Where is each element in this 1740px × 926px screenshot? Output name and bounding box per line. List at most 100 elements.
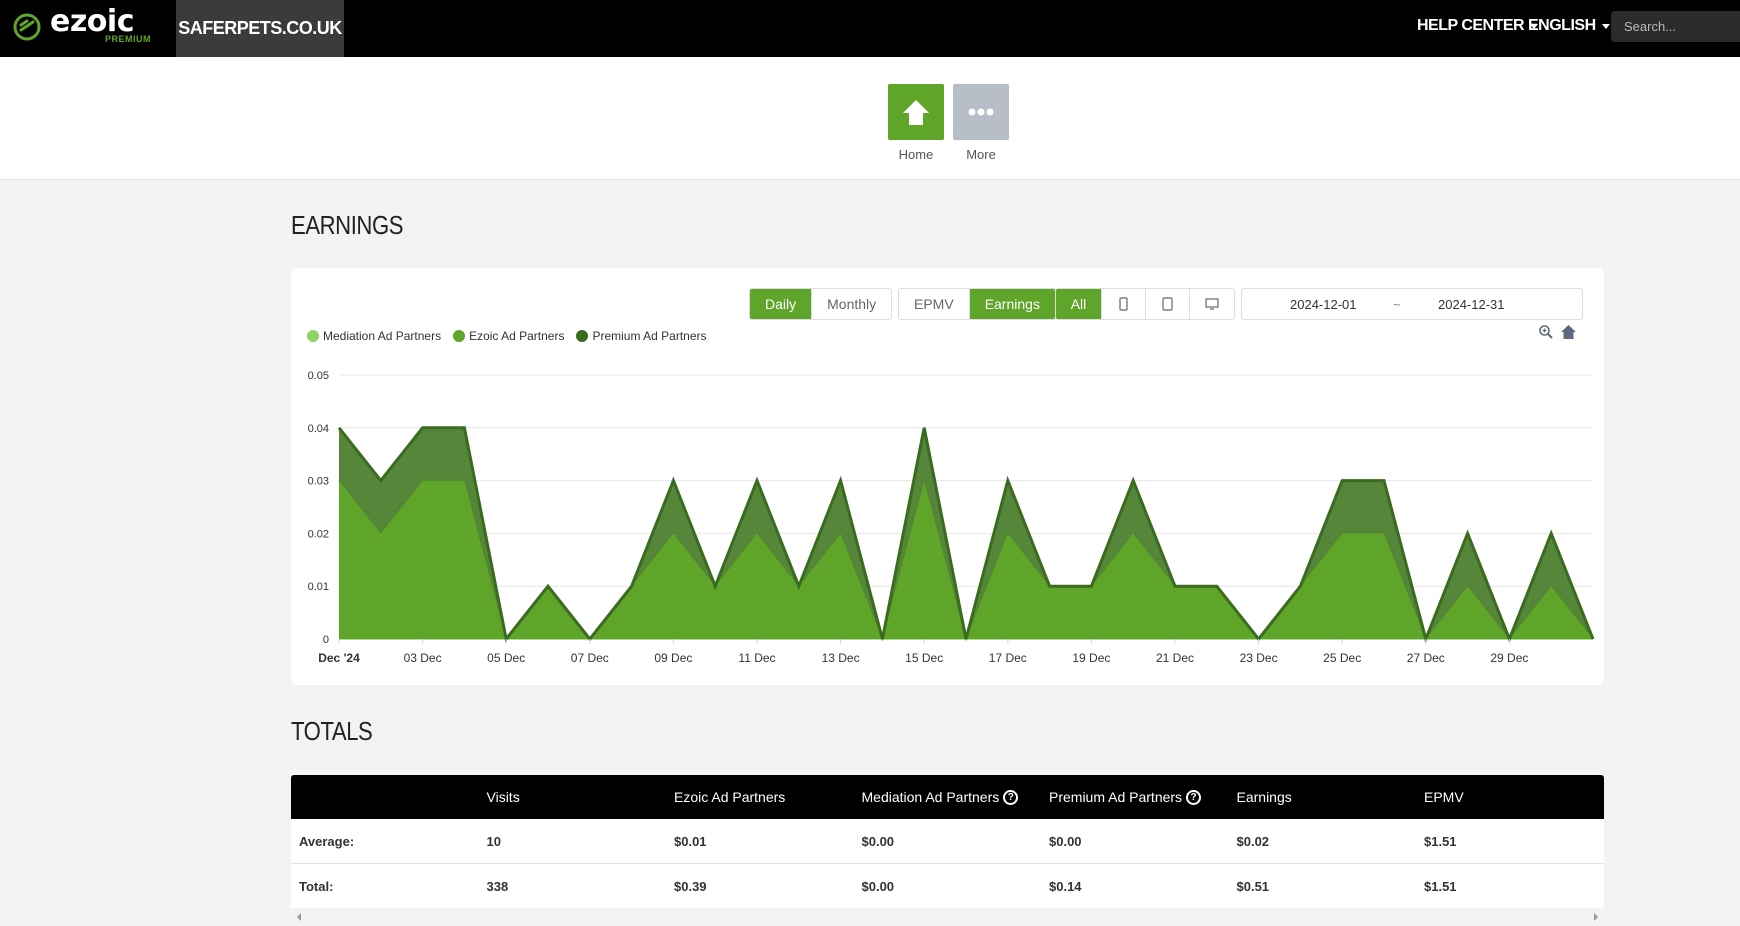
phone-icon <box>1119 297 1128 311</box>
table-row: Average: 10 $0.01 $0.00 $0.00 $0.02 $1.5… <box>291 819 1604 864</box>
x-tick-label: 05 Dec <box>487 651 525 665</box>
period-toggle: Daily Monthly <box>749 288 893 320</box>
site-selector[interactable]: SAFERPETS.CO.UK <box>176 0 344 57</box>
header-label: Ezoic Ad Partners <box>674 789 786 805</box>
logo-premium: PREMIUM <box>105 34 151 44</box>
header-label: Premium Ad Partners <box>1049 789 1183 805</box>
x-tick-label: 13 Dec <box>822 651 860 665</box>
home-icon <box>903 100 929 125</box>
y-tick-label: 0.02 <box>308 528 329 540</box>
home-label: Home <box>898 147 934 162</box>
y-tick-label: 0.04 <box>308 423 329 435</box>
header-cell-premium: Premium Ad Partners? <box>1041 789 1229 805</box>
more-button[interactable] <box>953 84 1009 140</box>
daily-button[interactable]: Daily <box>750 289 813 319</box>
series-line-premium-ad-partners <box>337 426 1595 644</box>
top-navbar: ezoic PREMIUM SAFERPETS.CO.UK HELP CENTE… <box>0 0 1740 57</box>
row-label: Total: <box>299 878 334 894</box>
x-tick-label: 17 Dec <box>989 651 1027 665</box>
scroll-left-icon[interactable] <box>295 912 303 922</box>
table-cell: 338 <box>486 878 509 894</box>
x-tick-label: 21 Dec <box>1156 651 1194 665</box>
help-center-dropdown[interactable]: HELP CENTER <box>1417 17 1539 35</box>
earnings-title: EARNINGS <box>291 210 404 240</box>
earnings-chart: 0 0.01 0.02 0.03 0.04 0.05 Dec '24 03 Dec 05 Dec… <box>308 370 1595 665</box>
y-tick-label: 0.05 <box>308 370 329 382</box>
logo-text: ezoic <box>50 4 134 39</box>
totals-title: TOTALS <box>291 716 373 746</box>
tablet-button[interactable] <box>1146 289 1190 319</box>
x-tick-label: 15 Dec <box>905 651 943 665</box>
ezoic-logo-icon <box>13 13 41 41</box>
monthly-button[interactable]: Monthly <box>827 296 877 312</box>
legend-item-mediation[interactable]: Mediation Ad Partners <box>307 329 441 343</box>
device-toggle: All <box>1055 288 1235 320</box>
table-cell: $0.51 <box>1236 878 1270 894</box>
legend-item-premium[interactable]: Premium Ad Partners <box>576 329 707 343</box>
phone-button[interactable] <box>1102 289 1146 319</box>
zoom-icon[interactable] <box>1538 324 1554 340</box>
legend-item-ezoic[interactable]: Ezoic Ad Partners <box>453 329 564 343</box>
chart-legend: Mediation Ad Partners Ezoic Ad Partners … <box>307 329 707 343</box>
date-to[interactable]: 2024-12-31 <box>1438 296 1505 312</box>
ezoic-logo[interactable]: ezoic PREMIUM <box>10 4 170 50</box>
chevron-down-icon <box>1530 23 1539 29</box>
table-header: Visits Ezoic Ad Partners Mediation Ad Pa… <box>291 775 1604 819</box>
row-label: Average: <box>299 833 355 849</box>
header-cell-earnings: Earnings <box>1229 789 1417 805</box>
horizontal-scrollbar[interactable] <box>291 908 1604 926</box>
table-cell: $0.39 <box>674 878 707 894</box>
desktop-icon <box>1205 298 1219 310</box>
more-dots-icon <box>968 108 994 116</box>
all-devices-button[interactable]: All <box>1056 289 1102 319</box>
table-cell: $0.01 <box>674 833 707 849</box>
language-dropdown[interactable]: ENGLISH <box>1528 17 1610 35</box>
help-icon[interactable]: ? <box>1186 789 1202 805</box>
table-cell: $1.51 <box>1424 833 1457 849</box>
x-tick-label: 29 Dec <box>1490 651 1528 665</box>
legend-swatch <box>576 330 589 342</box>
date-from[interactable]: 2024-12-01 <box>1290 296 1357 312</box>
date-separator: ~ <box>1393 296 1401 312</box>
more-label: More <box>966 147 996 162</box>
help-icon[interactable]: ? <box>1003 789 1019 805</box>
legend-swatch <box>307 330 319 342</box>
help-center-label: HELP CENTER <box>1417 17 1525 34</box>
table-cell: $0.00 <box>861 833 895 849</box>
table-cell: $0.14 <box>1049 878 1082 894</box>
x-tick-label: 07 Dec <box>571 651 609 665</box>
x-tick-label: 23 Dec <box>1240 651 1278 665</box>
x-tick-label: 03 Dec <box>404 651 442 665</box>
x-tick-label: 09 Dec <box>654 651 692 665</box>
earnings-button[interactable]: Earnings <box>969 289 1055 319</box>
area-series-ezoic-ad-partners <box>339 480 1593 639</box>
header-label: Mediation Ad Partners <box>861 789 1000 805</box>
chart-tools <box>1538 324 1577 340</box>
legend-label: Ezoic Ad Partners <box>469 329 565 343</box>
header-label: EPMV <box>1424 789 1464 805</box>
table-row: Total: 338 $0.39 $0.00 $0.14 $0.51 $1.51 <box>291 864 1604 909</box>
table-cell: $0.02 <box>1236 833 1270 849</box>
table-cell: 10 <box>486 833 501 849</box>
chevron-down-icon <box>1601 23 1610 29</box>
x-tick-label: 27 Dec <box>1407 651 1445 665</box>
search-input[interactable] <box>1611 11 1740 42</box>
header-label: Earnings <box>1236 789 1292 805</box>
date-range-picker[interactable]: 2024-12-01 ~ 2024-12-31 <box>1241 288 1583 320</box>
y-tick-label: 0 <box>323 634 329 646</box>
desktop-button[interactable] <box>1190 289 1234 319</box>
epmv-button[interactable]: EPMV <box>899 289 970 319</box>
language-label: ENGLISH <box>1528 17 1596 34</box>
earnings-chart-card: 0 0.01 0.02 0.03 0.04 0.05 Dec '24 03 Dec 05 Dec… <box>291 268 1604 685</box>
metric-toggle: EPMV Earnings <box>898 288 1056 320</box>
home-button[interactable] <box>888 84 944 140</box>
legend-label: Premium Ad Partners <box>592 329 707 343</box>
reset-home-icon[interactable] <box>1560 324 1577 340</box>
table-cell: $1.51 <box>1424 878 1457 894</box>
table-cell: $0.00 <box>861 878 895 894</box>
x-tick-label: 19 Dec <box>1072 651 1110 665</box>
header-cell-mediation: Mediation Ad Partners? <box>854 789 1042 805</box>
scroll-right-icon[interactable] <box>1592 912 1600 922</box>
tablet-icon <box>1162 297 1173 311</box>
header-label: Visits <box>486 789 520 805</box>
